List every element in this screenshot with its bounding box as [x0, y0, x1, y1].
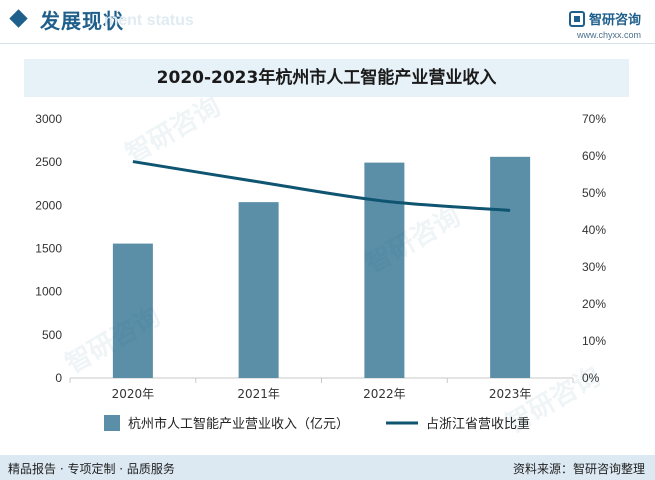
y2-tick-label: 0% [582, 371, 600, 385]
header: 发展现状 ment status 智研咨询 www.chyxx.com [0, 0, 655, 44]
chart-title: 2020-2023年杭州市人工智能产业营业收入 [24, 59, 629, 97]
brand: 智研咨询 www.chyxx.com [568, 9, 641, 40]
y-tick-label: 2500 [35, 155, 62, 169]
brand-name: 智研咨询 [588, 13, 641, 28]
x-tick-label: 2022年 [363, 387, 406, 401]
footer: 精品报告 · 专项定制 · 品质服务 资料来源：智研咨询整理 [0, 455, 655, 480]
brand-url: www.chyxx.com [576, 30, 641, 40]
y2-tick-label: 30% [582, 260, 606, 274]
chart: 3000 2500 2000 1500 1000 500 0 70% 60% 50% 40% 30% 2… [35, 112, 606, 432]
y2-tick-label: 50% [582, 186, 606, 200]
brand-logo-icon [568, 10, 585, 27]
y2-tick-label: 40% [582, 223, 606, 237]
legend-label-line: 占浙江省营收比重 [426, 416, 530, 432]
y-tick-label: 1500 [35, 242, 62, 256]
footer-source: 资料来源：智研咨询整理 [512, 462, 645, 476]
bar [490, 156, 531, 378]
y-tick-label: 500 [42, 328, 62, 342]
legend-label-bar: 杭州市人工智能产业营业收入（亿元） [128, 416, 349, 432]
y2-tick-label: 60% [582, 149, 606, 163]
section-subtitle-ghost: ment status [104, 12, 194, 29]
y2-tick-label: 20% [582, 297, 606, 311]
y-tick-label: 3000 [35, 112, 62, 126]
x-tick-label: 2020年 [112, 387, 155, 401]
x-tick-label: 2021年 [237, 387, 280, 401]
x-tick-label: 2023年 [489, 387, 532, 401]
footer-tagline: 精品报告 · 专项定制 · 品质服务 [8, 462, 175, 476]
header-divider [0, 43, 655, 44]
y2-tick-label: 70% [582, 112, 606, 126]
y-tick-label: 1000 [35, 285, 62, 299]
bar [364, 162, 405, 378]
y2-tick-label: 10% [582, 334, 606, 348]
bar [112, 243, 153, 378]
legend-swatch-bar [104, 415, 120, 431]
y-tick-label: 0 [55, 371, 62, 385]
section-title: 发展现状 [40, 9, 124, 33]
y-tick-label: 2000 [35, 198, 62, 212]
series-line [132, 160, 511, 212]
bar [238, 202, 279, 378]
